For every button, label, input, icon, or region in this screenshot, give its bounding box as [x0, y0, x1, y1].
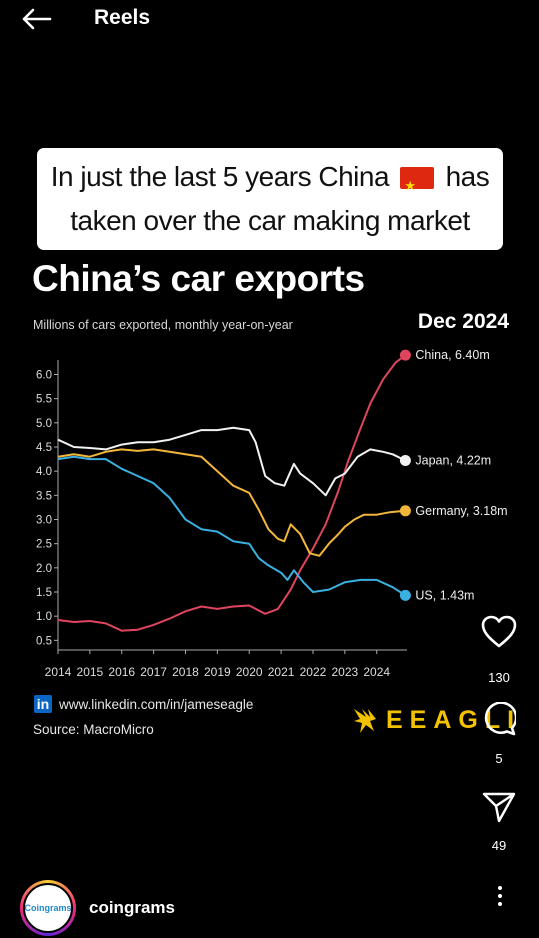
- x-tick-label: 2021: [268, 665, 295, 679]
- series-line-us: [57, 455, 406, 597]
- linkedin-icon: in: [34, 695, 52, 713]
- share-button[interactable]: 49: [459, 791, 539, 853]
- y-tick-label: 1.5: [36, 587, 52, 599]
- chart-subtitle: Millions of cars exported, monthly year-…: [33, 318, 293, 332]
- series-end-dot-china: [399, 349, 411, 361]
- y-tick-label: 0.5: [36, 635, 52, 647]
- arrow-left-icon: [22, 8, 52, 30]
- x-tick-label: 2023: [331, 665, 358, 679]
- series-end-dot-germany: [399, 505, 411, 517]
- back-button[interactable]: [18, 4, 54, 34]
- caption-line-1: In just the last 5 years China has: [37, 155, 503, 208]
- y-tick-label: 3.0: [36, 515, 52, 527]
- caption-line-2: taken over the car making market: [70, 205, 470, 236]
- reel-caption: In just the last 5 years China has taken…: [37, 148, 503, 250]
- series-end-label-germany: Germany, 3.18m: [415, 504, 507, 518]
- like-count: 130: [488, 670, 510, 685]
- x-tick-label: 2024: [363, 665, 390, 679]
- eagle-icon: [354, 709, 376, 733]
- linkedin-url: www.linkedin.com/in/jameseagle: [59, 696, 254, 712]
- caption-line-1-text: In just the last 5 years China: [50, 161, 390, 192]
- username[interactable]: coingrams: [89, 898, 175, 917]
- linkedin-row: in www.linkedin.com/in/jameseagle: [34, 695, 253, 713]
- series-line-germany: [57, 448, 406, 557]
- y-tick-label: 3.5: [36, 490, 52, 502]
- chart-axes: 0.5 1.0 1.5 2.0 2.5 3.0 3.5 4.0 4.5 5.0 5.5 6.0 2014…: [36, 360, 407, 679]
- reel-actions: 130 5 49: [459, 0, 539, 938]
- y-tick-label: 4.5: [36, 442, 52, 454]
- x-tick-label: 2020: [236, 665, 263, 679]
- y-tick-label: 4.0: [36, 466, 52, 478]
- page-title: Reels: [94, 6, 151, 29]
- y-tick-label: 1.0: [36, 611, 52, 623]
- more-vertical-icon: [490, 886, 510, 906]
- chart-lines: [57, 354, 406, 632]
- caption-line-1-tail: has: [445, 161, 490, 192]
- series-end-label-us: US, 1.43m: [415, 588, 474, 602]
- x-tick-label: 2014: [45, 665, 72, 679]
- x-tick-label: 2022: [300, 665, 327, 679]
- y-tick-label: 2.5: [36, 539, 52, 551]
- chart-end-labels: China, 6.40m Japan, 4.22m Germany, 3.18m US…: [399, 348, 508, 602]
- series-line-china: [57, 354, 406, 632]
- china-flag-icon: [400, 164, 435, 208]
- avatar[interactable]: Coingrams: [20, 880, 76, 936]
- heart-icon: [481, 615, 517, 648]
- line-chart: 0.5 1.0 1.5 2.0 2.5 3.0 3.5 4.0 4.5 5.0 5.5 6.0 2014…: [36, 348, 508, 679]
- chart-source: Source: MacroMicro: [33, 722, 154, 737]
- series-end-dot-japan: [399, 455, 411, 467]
- chart-title: China’s car exports: [32, 258, 365, 299]
- x-tick-label: 2019: [204, 665, 231, 679]
- avatar-logo: Coingrams: [23, 883, 73, 933]
- like-button[interactable]: 130: [459, 615, 539, 685]
- top-bar: Reels: [0, 0, 539, 40]
- chart-date: Dec 2024: [417, 310, 509, 333]
- y-tick-label: 2.0: [36, 563, 52, 575]
- author-row: Coingrams coingrams: [20, 880, 175, 936]
- comment-count: 5: [495, 751, 503, 766]
- comment-button[interactable]: 5: [459, 701, 539, 766]
- series-line-japan: [57, 426, 406, 497]
- y-tick-label: 5.0: [36, 418, 52, 430]
- x-tick-label: 2017: [140, 665, 167, 679]
- send-icon: [482, 792, 516, 823]
- more-options-button[interactable]: [490, 883, 510, 909]
- y-tick-label: 6.0: [36, 370, 52, 382]
- x-tick-label: 2018: [172, 665, 199, 679]
- series-end-label-china: China, 6.40m: [415, 348, 489, 362]
- share-count: 49: [491, 838, 507, 853]
- series-end-dot-us: [399, 589, 411, 601]
- y-tick-label: 5.5: [36, 394, 52, 406]
- series-end-label-japan: Japan, 4.22m: [415, 454, 491, 468]
- comment-icon: [484, 701, 518, 736]
- x-tick-label: 2015: [77, 665, 104, 679]
- x-tick-label: 2016: [108, 665, 135, 679]
